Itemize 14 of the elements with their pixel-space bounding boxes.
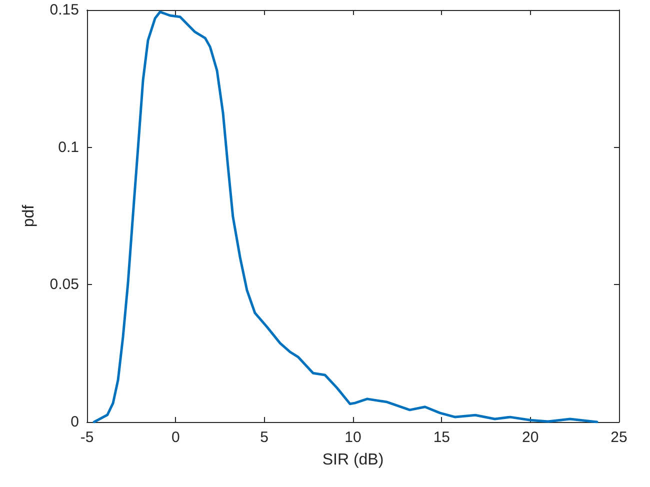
y-tick-label: 0.1 — [58, 138, 79, 156]
x-axis-title: SIR (dB) — [322, 452, 384, 468]
x-tick-label: 20 — [522, 429, 539, 446]
y-axis-title: pdf — [20, 204, 38, 228]
y-tick-label: 0.05 — [50, 276, 79, 294]
x-tick-label: 0 — [171, 429, 180, 446]
y-tick-label: 0.15 — [50, 2, 79, 18]
x-tick-label: 15 — [433, 429, 450, 446]
x-tick-label: 5 — [260, 429, 269, 446]
x-tick-label: -5 — [80, 429, 94, 446]
x-tick-label: 25 — [610, 429, 628, 446]
y-tick-label: 0 — [70, 414, 79, 430]
x-tick-label: 10 — [344, 429, 362, 446]
line-series — [92, 10, 598, 424]
